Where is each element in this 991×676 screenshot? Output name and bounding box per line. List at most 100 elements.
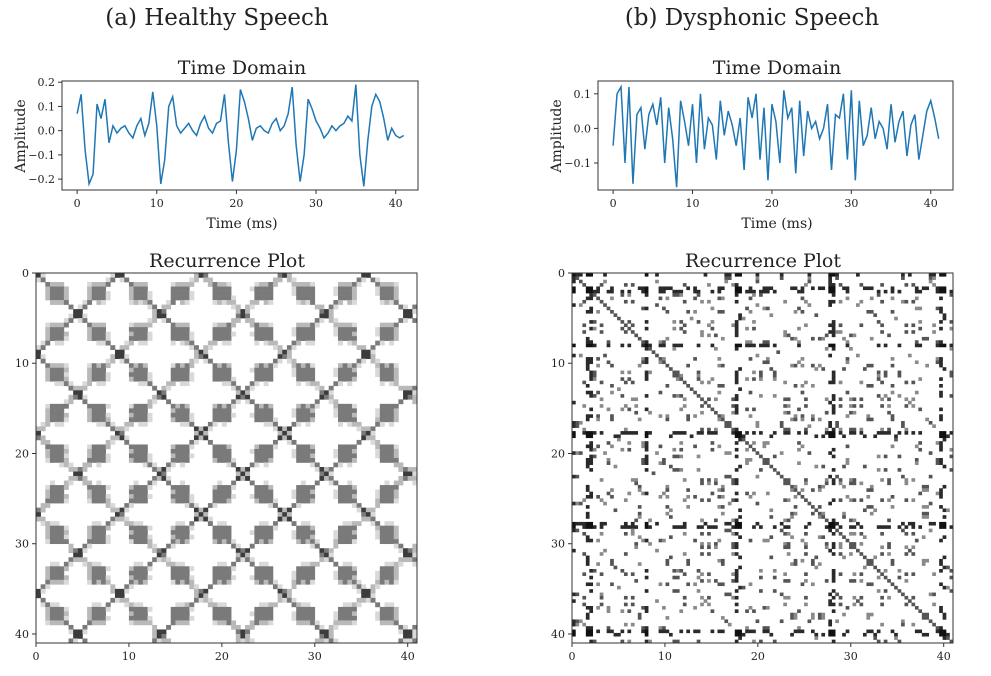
recurrence-cell-a — [91, 561, 97, 567]
recurrence-cell-a — [263, 453, 269, 459]
recurrence-cell-b — [662, 306, 666, 311]
recurrence-cell-a — [300, 453, 306, 459]
recurrence-cell-a — [338, 408, 343, 414]
recurrence-cell-a — [63, 462, 69, 468]
recurrence-cell-b — [589, 326, 594, 331]
recurrence-cell-a — [138, 295, 144, 301]
recurrence-cell-a — [217, 615, 223, 621]
recurrence-cell-b — [925, 511, 929, 516]
recurrence-cell-b — [679, 454, 684, 459]
recurrence-cell-a — [207, 358, 213, 364]
recurrence-cell-a — [226, 453, 232, 459]
recurrence-cell-a — [291, 412, 297, 418]
recurrence-cell-a — [203, 354, 209, 360]
recurrence-cell-a — [338, 539, 343, 545]
recurrence-cell-a — [63, 336, 69, 341]
recurrence-cell-a — [184, 566, 190, 572]
recurrence-cell-b — [779, 528, 784, 533]
recurrence-cell-a — [161, 318, 167, 323]
recurrence-cell-a — [110, 521, 116, 526]
recurrence-cell-b — [675, 377, 680, 381]
recurrence-cell-a — [110, 421, 116, 427]
recurrence-cell-a — [342, 498, 348, 504]
recurrence-cell-b — [849, 404, 853, 408]
recurrence-cell-b — [572, 276, 576, 280]
recurrence-cell-a — [296, 295, 302, 301]
recurrence-cell-a — [184, 575, 190, 581]
recurrence-cell-a — [180, 300, 185, 305]
recurrence-cell-b — [707, 380, 711, 385]
recurrence-cell-b — [849, 545, 853, 550]
recurrence-cell-b — [585, 357, 590, 361]
recurrence-cell-a — [314, 399, 320, 405]
recurrence-cell-b — [641, 444, 645, 449]
recurrence-cell-a — [68, 381, 74, 387]
recurrence-cell-a — [263, 458, 269, 463]
recurrence-cell-a — [259, 403, 264, 409]
recurrence-cell-b — [634, 478, 639, 482]
recurrence-cell-b — [935, 306, 940, 311]
recurrence-cell-a — [379, 322, 385, 328]
recurrence-cell-a — [175, 498, 181, 504]
recurrence-cell-b — [658, 289, 663, 294]
recurrence-cell-b — [918, 343, 923, 348]
recurrence-cell-a — [310, 327, 316, 332]
recurrence-cell-a — [259, 336, 264, 341]
recurrence-cell-b — [852, 595, 857, 600]
recurrence-cell-b — [589, 273, 594, 277]
recurrence-cell-a — [305, 403, 311, 409]
recurrence-cell-b — [717, 286, 722, 291]
recurrence-cell-a — [379, 372, 385, 378]
recurrence-cell-a — [128, 494, 134, 499]
recurrence-cell-b — [630, 572, 635, 576]
recurrence-cell-a — [296, 408, 302, 414]
recurrence-cell-b — [876, 394, 881, 398]
recurrence-cell-b — [714, 579, 718, 583]
recurrence-cell-a — [296, 525, 302, 531]
recurrence-cell-b — [707, 481, 711, 486]
recurrence-cell-b — [914, 286, 919, 291]
recurrence-cell-b — [842, 434, 846, 439]
recurrence-cell-a — [296, 606, 302, 612]
recurrence-cell-a — [142, 282, 148, 287]
recurrence-cell-a — [207, 597, 213, 603]
recurrence-cell-a — [128, 282, 134, 287]
recurrence-cell-a — [272, 498, 278, 504]
recurrence-cell-a — [338, 453, 343, 459]
recurrence-cell-a — [351, 412, 357, 418]
recurrence-cell-a — [407, 633, 413, 639]
recurrence-cell-a — [189, 421, 195, 427]
recurrence-cell-a — [49, 367, 55, 373]
recurrence-cell-b — [585, 340, 590, 344]
recurrence-cell-b — [831, 595, 836, 600]
recurrence-cell-a — [96, 615, 102, 621]
recurrence-cell-b — [662, 491, 666, 496]
recurrence-cell-b — [606, 360, 611, 365]
recurrence-cell-a — [296, 534, 302, 540]
recurrence-cell-b — [831, 397, 836, 402]
recurrence-cell-a — [375, 525, 381, 531]
recurrence-cell-a — [296, 485, 302, 490]
recurrence-cell-a — [263, 566, 269, 572]
recurrence-cell-b — [693, 538, 697, 543]
recurrence-cell-b — [887, 545, 891, 550]
recurrence-cell-a — [347, 363, 353, 369]
recurrence-cell-a — [184, 322, 190, 328]
recurrence-cell-a — [286, 512, 292, 517]
recurrence-cell-b — [779, 592, 784, 597]
recurrence-cell-a — [347, 494, 353, 499]
recurrence-cell-a — [152, 476, 158, 481]
recurrence-cell-a — [87, 494, 93, 499]
recurrence-cell-a — [128, 602, 134, 608]
recurrence-cell-a — [300, 331, 306, 337]
recurrence-cell-a — [147, 566, 153, 572]
recurrence-cell-b — [644, 626, 649, 630]
recurrence-cell-a — [305, 575, 311, 581]
recurrence-cell-a — [291, 282, 297, 287]
recurrence-cell-a — [170, 615, 176, 621]
recurrence-cell-b — [831, 289, 836, 294]
recurrence-cell-b — [662, 606, 666, 610]
recurrence-cell-b — [786, 525, 791, 529]
recurrence-cell-a — [389, 561, 395, 567]
recurrence-cell-b — [928, 619, 933, 624]
